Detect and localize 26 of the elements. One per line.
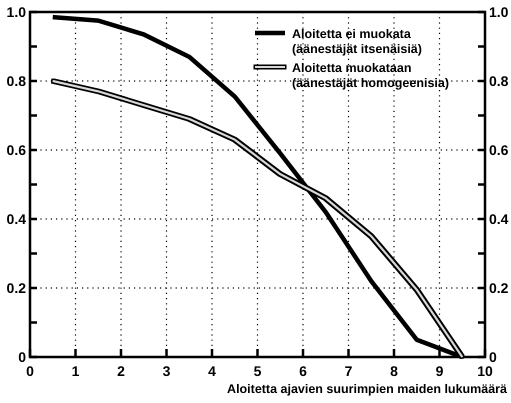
line-series bbox=[52, 80, 464, 358]
y2-tick-label: 0.6 bbox=[489, 142, 509, 158]
y-tick-label: 0.8 bbox=[6, 73, 26, 89]
legend-label: Aloitetta muokataan (äänestäjät homogeenisia) bbox=[292, 61, 449, 90]
x-axis-title: Aloitetta ajavien suurimpien maiden lukumäärä bbox=[227, 382, 508, 396]
y-tick-label: 0.6 bbox=[6, 142, 26, 158]
y2-tick-label: 0 bbox=[489, 349, 497, 365]
x-tick-label: 2 bbox=[117, 363, 126, 379]
y2-tick-label: 1.0 bbox=[489, 4, 509, 20]
legend-label: Aloitetta ei muokata (äänestäjät itsenäisiä) bbox=[292, 27, 422, 56]
x-tick-label: 8 bbox=[390, 363, 398, 379]
x-tick-label: 9 bbox=[436, 363, 444, 379]
x-tick-label: 6 bbox=[299, 363, 308, 379]
x-tick-label: 3 bbox=[162, 363, 171, 379]
x-tick-label: 5 bbox=[254, 363, 262, 379]
x-tick-label: 7 bbox=[344, 363, 353, 379]
y2-tick-label: 0.8 bbox=[489, 73, 509, 89]
x-tick-label: 4 bbox=[208, 363, 216, 379]
y-tick-label: 0 bbox=[18, 349, 26, 365]
x-tick-label: 10 bbox=[477, 363, 493, 379]
y2-tick-label: 0.2 bbox=[489, 280, 509, 296]
y2-tick-label: 0.4 bbox=[489, 211, 509, 227]
y-tick-label: 0.2 bbox=[6, 280, 26, 296]
x-tick-label: 1 bbox=[72, 363, 80, 379]
y-tick-label: 1.0 bbox=[6, 4, 26, 20]
y-tick-label: 0.4 bbox=[6, 211, 26, 227]
